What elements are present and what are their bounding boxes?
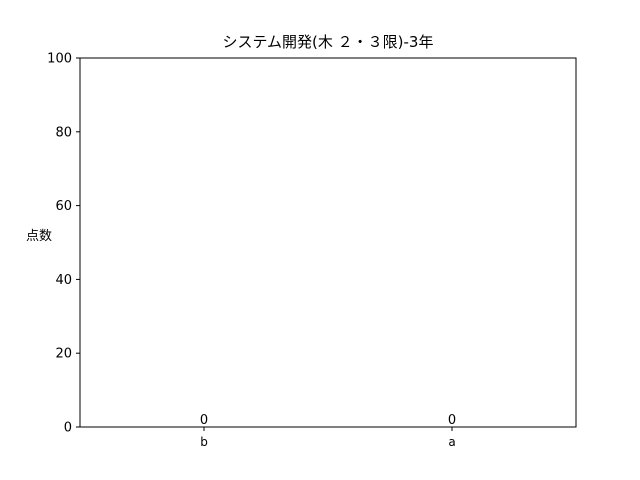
y-tick-label: 60 (55, 199, 72, 214)
plot-area: 0 20 40 60 80 100 0 b 0 a (47, 52, 456, 450)
data-label: 0 (448, 413, 456, 428)
y-tick-label: 20 (55, 347, 72, 362)
x-tick-label: a (448, 435, 455, 449)
y-tick-label: 80 (55, 125, 72, 140)
y-tick-label: 40 (55, 273, 72, 288)
x-tick-label: b (200, 435, 208, 449)
y-axis-label: 点数 (26, 229, 52, 244)
chart-title: システム開発(木 ２・３限)-3年 (223, 33, 434, 51)
axes-frame (79, 57, 577, 428)
data-label: 0 (200, 413, 208, 428)
y-tick-label: 0 (64, 421, 72, 436)
y-tick-label: 100 (47, 52, 72, 67)
